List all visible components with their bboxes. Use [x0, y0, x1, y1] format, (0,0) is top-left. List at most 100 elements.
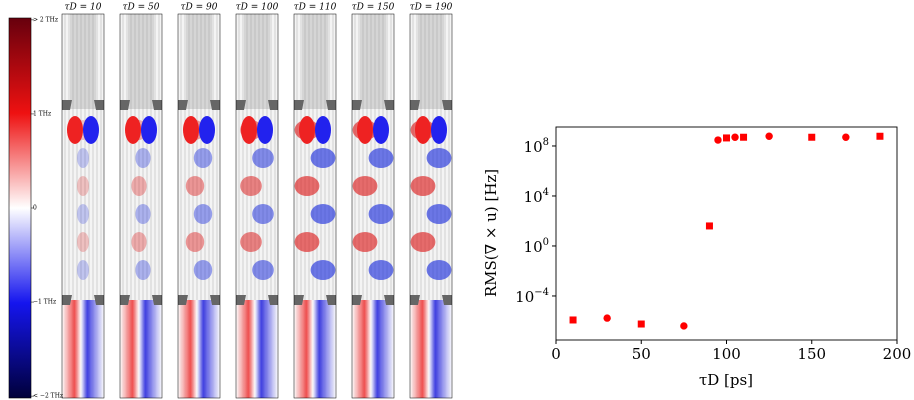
- vortex: [373, 116, 389, 144]
- vortex: [410, 176, 436, 196]
- panel-frame: [409, 13, 453, 399]
- point: [569, 316, 577, 324]
- x-tick-label: 100: [712, 345, 741, 363]
- nozzle: [326, 295, 336, 305]
- y-tick-label: 10−4: [515, 286, 549, 306]
- vortex: [193, 260, 213, 280]
- nozzle: [94, 295, 104, 305]
- panel-frame: [177, 13, 221, 399]
- flow-panel: [235, 13, 279, 399]
- panel-title: τD = 100: [236, 3, 279, 13]
- y-axis-label: RMS(∇ × u) [Hz]: [482, 169, 500, 297]
- point: [680, 322, 688, 330]
- vortex: [125, 116, 141, 144]
- vortex: [357, 116, 373, 144]
- vortex: [77, 148, 89, 168]
- vortex: [240, 232, 262, 252]
- point: [765, 132, 773, 140]
- point: [876, 132, 884, 140]
- panel-title: τD = 90: [181, 3, 218, 13]
- vortex: [241, 116, 257, 144]
- vortex: [257, 116, 273, 144]
- vortex: [135, 260, 151, 280]
- nozzle: [268, 100, 278, 110]
- panel-jet: [186, 14, 212, 109]
- nozzle: [236, 100, 246, 110]
- vortex: [431, 116, 447, 144]
- colorbar-tick-label: −1 THz: [33, 299, 56, 306]
- vortex: [410, 232, 436, 252]
- panel-title: τD = 190: [410, 3, 453, 13]
- vortex: [77, 260, 89, 280]
- nozzle: [410, 295, 420, 305]
- flow-panel: [61, 13, 105, 399]
- point: [714, 136, 722, 144]
- vortex: [310, 204, 336, 224]
- panel-jet: [70, 14, 96, 109]
- nozzle: [352, 295, 362, 305]
- nozzle: [442, 295, 452, 305]
- lower-field: [352, 300, 394, 398]
- point: [705, 222, 713, 230]
- vortex: [141, 116, 157, 144]
- vortex: [77, 232, 89, 252]
- point: [723, 134, 730, 142]
- nozzle: [352, 100, 362, 110]
- x-tick-label: 150: [797, 345, 826, 363]
- vortex: [199, 116, 215, 144]
- nozzle: [62, 295, 72, 305]
- vortex: [426, 148, 452, 168]
- panel-title: τD = 150: [352, 3, 395, 13]
- nozzle: [236, 295, 246, 305]
- vortex: [185, 232, 205, 252]
- y-tick-label: 100: [524, 236, 549, 256]
- panel-title: τD = 10: [65, 3, 102, 13]
- panel-frame: [293, 13, 337, 399]
- nozzle: [326, 100, 336, 110]
- vortex: [240, 176, 262, 196]
- point: [842, 133, 850, 141]
- lower-field: [62, 300, 104, 398]
- point: [740, 133, 748, 141]
- x-tick-label: 50: [632, 345, 651, 363]
- vortex: [310, 148, 336, 168]
- vortex: [426, 204, 452, 224]
- panel-title: τD = 50: [123, 3, 160, 13]
- y-tick-label: 108: [524, 136, 549, 156]
- vortex: [185, 176, 205, 196]
- x-axis-label: τD [ps]: [699, 371, 753, 389]
- vortex: [77, 204, 89, 224]
- flow-panel: [119, 13, 163, 399]
- x-tick-label: 200: [883, 345, 912, 363]
- flow-panel: [409, 13, 453, 399]
- vortex: [131, 232, 147, 252]
- lower-field: [236, 300, 278, 398]
- nozzle: [152, 100, 162, 110]
- panel-jet: [360, 14, 386, 109]
- nozzle: [294, 295, 304, 305]
- panel-frame: [61, 13, 105, 399]
- vortex: [368, 148, 394, 168]
- nozzle: [294, 100, 304, 110]
- point: [808, 133, 816, 141]
- vortex: [310, 260, 336, 280]
- nozzle: [152, 295, 162, 305]
- point: [731, 133, 739, 141]
- vortex: [67, 116, 83, 144]
- vortex: [193, 148, 213, 168]
- vortex: [299, 116, 315, 144]
- vortex: [294, 232, 320, 252]
- vortex: [315, 116, 331, 144]
- nozzle: [178, 100, 188, 110]
- lower-field: [294, 300, 336, 398]
- flow-panel: [351, 13, 395, 399]
- vortex: [135, 148, 151, 168]
- nozzle: [94, 100, 104, 110]
- colorbar: [8, 17, 32, 399]
- vortex: [77, 176, 89, 196]
- vortex: [368, 204, 394, 224]
- panel-jet: [244, 14, 270, 109]
- vortex: [294, 176, 320, 196]
- vortex: [252, 148, 274, 168]
- x-tick-label: 0: [551, 345, 561, 363]
